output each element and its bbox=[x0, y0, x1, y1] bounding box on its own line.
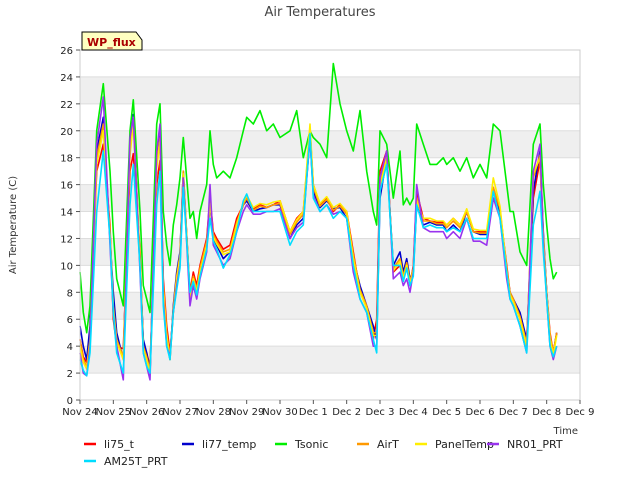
x-tick-label: Nov 24 bbox=[62, 407, 97, 418]
legend-item: NR01_PRT bbox=[487, 438, 563, 451]
legend-label: li77_temp bbox=[202, 438, 256, 451]
legend-item: li77_temp bbox=[182, 438, 256, 451]
y-tick-label: 20 bbox=[60, 127, 73, 138]
x-tick-label: Nov 29 bbox=[229, 407, 264, 418]
series-line-tsonic bbox=[79, 62, 558, 334]
y-tick-label: 18 bbox=[60, 154, 73, 165]
plot-band bbox=[80, 346, 580, 374]
plot-band bbox=[80, 130, 580, 158]
y-tick-label: 16 bbox=[60, 181, 73, 192]
y-axis-title: Air Temperature (C) bbox=[8, 176, 19, 274]
y-tick-label: 26 bbox=[60, 46, 73, 57]
legend-item: Tsonic bbox=[275, 438, 328, 451]
legend-label: NR01_PRT bbox=[507, 438, 563, 451]
legend-label: Tsonic bbox=[294, 438, 328, 451]
x-tick-label: Dec 1 bbox=[299, 407, 328, 418]
y-tick-label: 22 bbox=[60, 100, 73, 111]
y-tick-label: 10 bbox=[60, 261, 73, 272]
x-tick-label: Nov 26 bbox=[129, 407, 164, 418]
y-tick-label: 4 bbox=[67, 342, 73, 353]
x-tick-label: Dec 9 bbox=[566, 407, 595, 418]
plot-frame bbox=[79, 49, 581, 401]
y-tick-label: 8 bbox=[67, 288, 73, 299]
x-tick-label: Dec 3 bbox=[366, 407, 395, 418]
y-tick-label: 6 bbox=[67, 315, 73, 326]
badge-label: WP_flux bbox=[87, 36, 136, 49]
x-tick-label: Dec 6 bbox=[466, 407, 495, 418]
series-line-am25t-prt bbox=[79, 132, 558, 377]
legend-item: AirT bbox=[357, 438, 399, 451]
legend-item: PanelTemp bbox=[415, 438, 494, 451]
y-tick-label: 2 bbox=[67, 369, 73, 380]
x-tick-label: Dec 5 bbox=[432, 407, 461, 418]
legend-item: AM25T_PRT bbox=[84, 455, 168, 468]
x-tick-label: Dec 7 bbox=[499, 407, 528, 418]
x-tick-label: Dec 4 bbox=[399, 407, 428, 418]
x-tick-label: Nov 27 bbox=[162, 407, 197, 418]
x-tick-label: Dec 8 bbox=[532, 407, 561, 418]
x-tick-label: Nov 25 bbox=[96, 407, 131, 418]
x-axis-title: Time bbox=[553, 426, 578, 437]
badge: WP_flux bbox=[81, 31, 143, 51]
legend: li75_t li77_temp Tsonic AirT PanelTemp NR01_P… bbox=[84, 438, 563, 468]
y-tick-label: 0 bbox=[67, 396, 73, 407]
legend-label: AirT bbox=[377, 438, 399, 451]
y-tick-label: 14 bbox=[60, 208, 73, 219]
x-tick-label: Nov 30 bbox=[262, 407, 297, 418]
legend-label: li75_t bbox=[104, 438, 135, 451]
chart-title: Air Temperatures bbox=[264, 5, 375, 20]
x-tick-label: Nov 28 bbox=[196, 407, 231, 418]
badge-shape bbox=[81, 31, 143, 51]
legend-item: li75_t bbox=[84, 438, 135, 451]
x-tick-label: Dec 2 bbox=[332, 407, 361, 418]
y-tick-label: 12 bbox=[60, 234, 73, 245]
y-tick-label: 24 bbox=[60, 73, 73, 84]
series-layer bbox=[79, 62, 558, 381]
plot-band bbox=[80, 292, 580, 320]
legend-label: AM25T_PRT bbox=[104, 455, 168, 468]
legend-label: PanelTemp bbox=[435, 438, 494, 451]
